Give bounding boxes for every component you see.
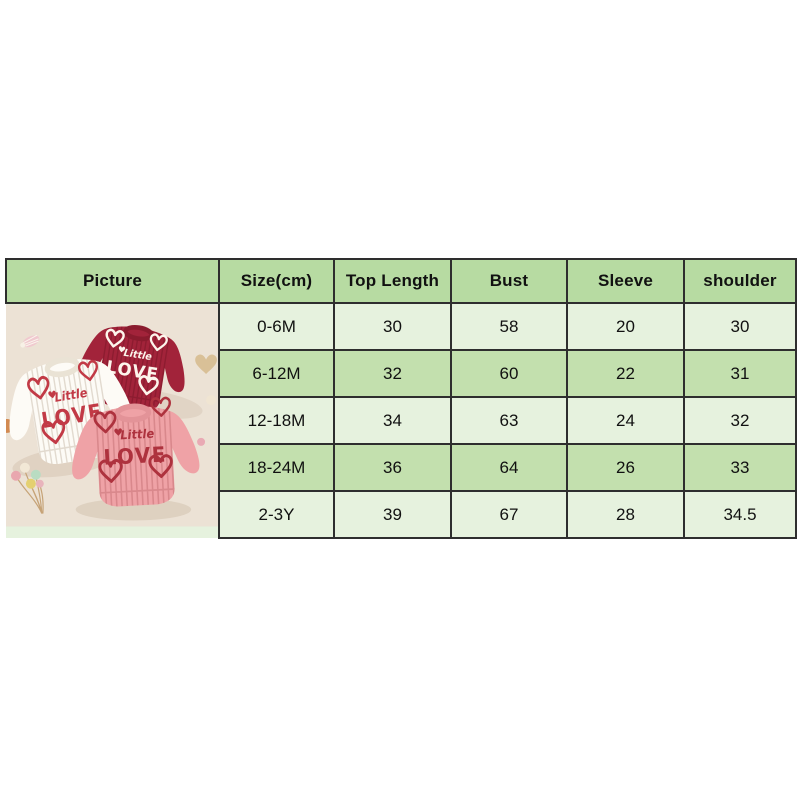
table-row: 2-3Y 39 67 28 34.5 [6, 490, 797, 539]
header-cell-sleeve: Sleeve [566, 258, 685, 304]
table-row: Little LOVE Little LOVE [6, 302, 797, 538]
cell-bust: 58 [450, 302, 568, 351]
collar [114, 403, 152, 423]
cell-shoulder: 33 [683, 443, 797, 492]
dried-flowers-decor [10, 462, 44, 514]
sweater-text-little: Little [123, 348, 153, 364]
table-row: 18-24M 36 64 26 33 [6, 443, 797, 492]
product-picture-cell: Little LOVE Little LOVE [6, 302, 220, 538]
pink-ornament-decor [20, 334, 40, 348]
sweater-red: Little LOVE [73, 319, 193, 417]
cell-sleeve: 20 [566, 302, 685, 351]
cell-bust: 64 [450, 443, 568, 492]
sweater-text-love: LOVE [103, 442, 168, 470]
pink-pom-decor [197, 437, 206, 446]
header-cell-picture: Picture [5, 258, 220, 304]
sweater-text-little: Little [53, 385, 88, 405]
cream-pom-decor [206, 395, 217, 406]
collar [44, 357, 80, 378]
cell-top-length: 34 [333, 396, 452, 445]
cell-sleeve: 26 [566, 443, 685, 492]
header-row: Picture Size(cm) Top Length Bust Sleeve … [5, 258, 797, 304]
header-cell-size: Size(cm) [218, 258, 335, 304]
shadow [75, 498, 192, 521]
sweater-pink: Little LOVE [68, 396, 202, 509]
cell-shoulder: 31 [683, 349, 797, 398]
cell-sleeve: 28 [566, 490, 685, 539]
cell-size: 6-12M [218, 349, 335, 398]
cell-top-length: 30 [333, 302, 452, 351]
cell-top-length: 32 [333, 349, 452, 398]
header-cell-top-length: Top Length [333, 258, 452, 304]
cell-size: 12-18M [218, 396, 335, 445]
header-cell-bust: Bust [450, 258, 568, 304]
cell-shoulder: 30 [683, 302, 797, 351]
cell-top-length: 39 [333, 490, 452, 539]
cell-size: 0-6M [218, 302, 335, 351]
table-row: 6-12M 32 60 22 31 [6, 349, 797, 398]
cell-bust: 67 [450, 490, 568, 539]
cell-sleeve: 22 [566, 349, 685, 398]
cell-size: 2-3Y [218, 490, 335, 539]
cell-top-length: 36 [333, 443, 452, 492]
product-photo: Little LOVE Little LOVE [6, 305, 217, 527]
table-row: 12-18M 34 63 24 32 [6, 396, 797, 445]
header-cell-shoulder: shoulder [683, 258, 797, 304]
size-chart-table: Picture Size(cm) Top Length Bust Sleeve … [5, 258, 797, 539]
cell-bust: 60 [450, 349, 568, 398]
cell-bust: 63 [450, 396, 568, 445]
cell-shoulder: 32 [683, 396, 797, 445]
cell-size: 18-24M [218, 443, 335, 492]
cell-shoulder: 34.5 [683, 490, 797, 539]
cell-sleeve: 24 [566, 396, 685, 445]
sweater-text-little: Little [120, 426, 155, 442]
